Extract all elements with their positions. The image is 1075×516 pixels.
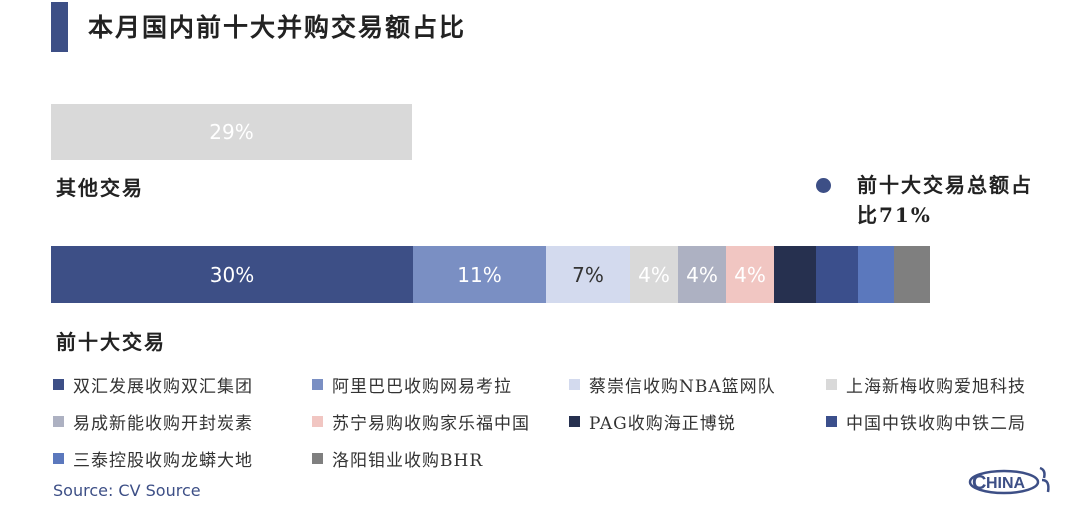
bar-segment xyxy=(816,246,858,303)
other-deals-label: 其他交易 xyxy=(56,176,144,200)
legend-swatch xyxy=(569,416,580,427)
legend-item: 三泰控股收购龙蟒大地 xyxy=(53,446,253,471)
legend-item: 上海新梅收购爱旭科技 xyxy=(826,372,1026,397)
svg-text:C: C xyxy=(972,472,986,494)
bar-value-label: 7% xyxy=(572,262,604,287)
legend-swatch xyxy=(312,416,323,427)
bar-value-label: 11% xyxy=(457,262,502,287)
other-deals-bar: 29% xyxy=(51,104,412,160)
source-note: Source: CV Source xyxy=(53,481,201,500)
bar-value-label: 4% xyxy=(638,262,670,287)
legend-label: 双汇发展收购双汇集团 xyxy=(73,377,253,397)
legend-label: 上海新梅收购爱旭科技 xyxy=(846,377,1026,397)
bar-segment xyxy=(894,246,930,303)
other-deals-value-label: 29% xyxy=(209,120,254,144)
china-logo: C HINA xyxy=(968,466,1050,495)
legend-swatch xyxy=(53,379,64,390)
legend-label: 三泰控股收购龙蟒大地 xyxy=(73,451,253,471)
bar-segment: 4% xyxy=(678,246,726,303)
legend-label: 阿里巴巴收购网易考拉 xyxy=(332,377,512,397)
legend-label: 中国中铁收购中铁二局 xyxy=(846,414,1026,434)
legend-swatch xyxy=(826,379,837,390)
bar-value-label: 4% xyxy=(734,262,766,287)
top10-stacked-bar: 30% 11% 7% 4% 4% 4% xyxy=(51,246,943,303)
legend-swatch xyxy=(53,416,64,427)
page-title: 本月国内前十大并购交易额占比 xyxy=(88,13,467,42)
bar-segment xyxy=(858,246,894,303)
legend-swatch xyxy=(312,379,323,390)
legend-swatch xyxy=(53,453,64,464)
bar-value-label: 30% xyxy=(209,262,255,287)
bar-segment: 4% xyxy=(630,246,678,303)
legend-item: 蔡崇信收购NBA篮网队 xyxy=(569,372,776,397)
legend-item: 中国中铁收购中铁二局 xyxy=(826,409,1026,434)
legend-swatch xyxy=(826,416,837,427)
svg-text:HINA: HINA xyxy=(986,475,1026,492)
legend-label: 蔡崇信收购NBA篮网队 xyxy=(589,377,776,397)
title-accent-bar xyxy=(51,2,68,52)
legend-item: 易成新能收购开封炭素 xyxy=(53,409,253,434)
legend-swatch xyxy=(569,379,580,390)
legend-label: 苏宁易购收购家乐福中国 xyxy=(332,414,530,434)
legend-item: 双汇发展收购双汇集团 xyxy=(53,372,253,397)
legend-label: PAG收购海正博锐 xyxy=(589,414,736,434)
bar-segment: 11% xyxy=(413,246,546,303)
bar-value-label: 4% xyxy=(686,262,718,287)
top10-total-annotation: 前十大交易总额占比71% xyxy=(857,173,1033,227)
bar-segment xyxy=(774,246,816,303)
bar-segment: 7% xyxy=(546,246,630,303)
legend-label: 易成新能收购开封炭素 xyxy=(73,414,253,434)
bar-segment: 30% xyxy=(51,246,413,303)
legend-label: 洛阳钼业收购BHR xyxy=(332,451,484,471)
top10-total-marker xyxy=(816,178,831,193)
legend-item: PAG收购海正博锐 xyxy=(569,409,736,434)
top10-deals-label: 前十大交易 xyxy=(56,330,166,354)
legend-item: 洛阳钼业收购BHR xyxy=(312,446,483,471)
legend-item: 阿里巴巴收购网易考拉 xyxy=(312,372,512,397)
legend-item: 苏宁易购收购家乐福中国 xyxy=(312,409,530,434)
bar-segment: 4% xyxy=(726,246,774,303)
legend-swatch xyxy=(312,453,323,464)
